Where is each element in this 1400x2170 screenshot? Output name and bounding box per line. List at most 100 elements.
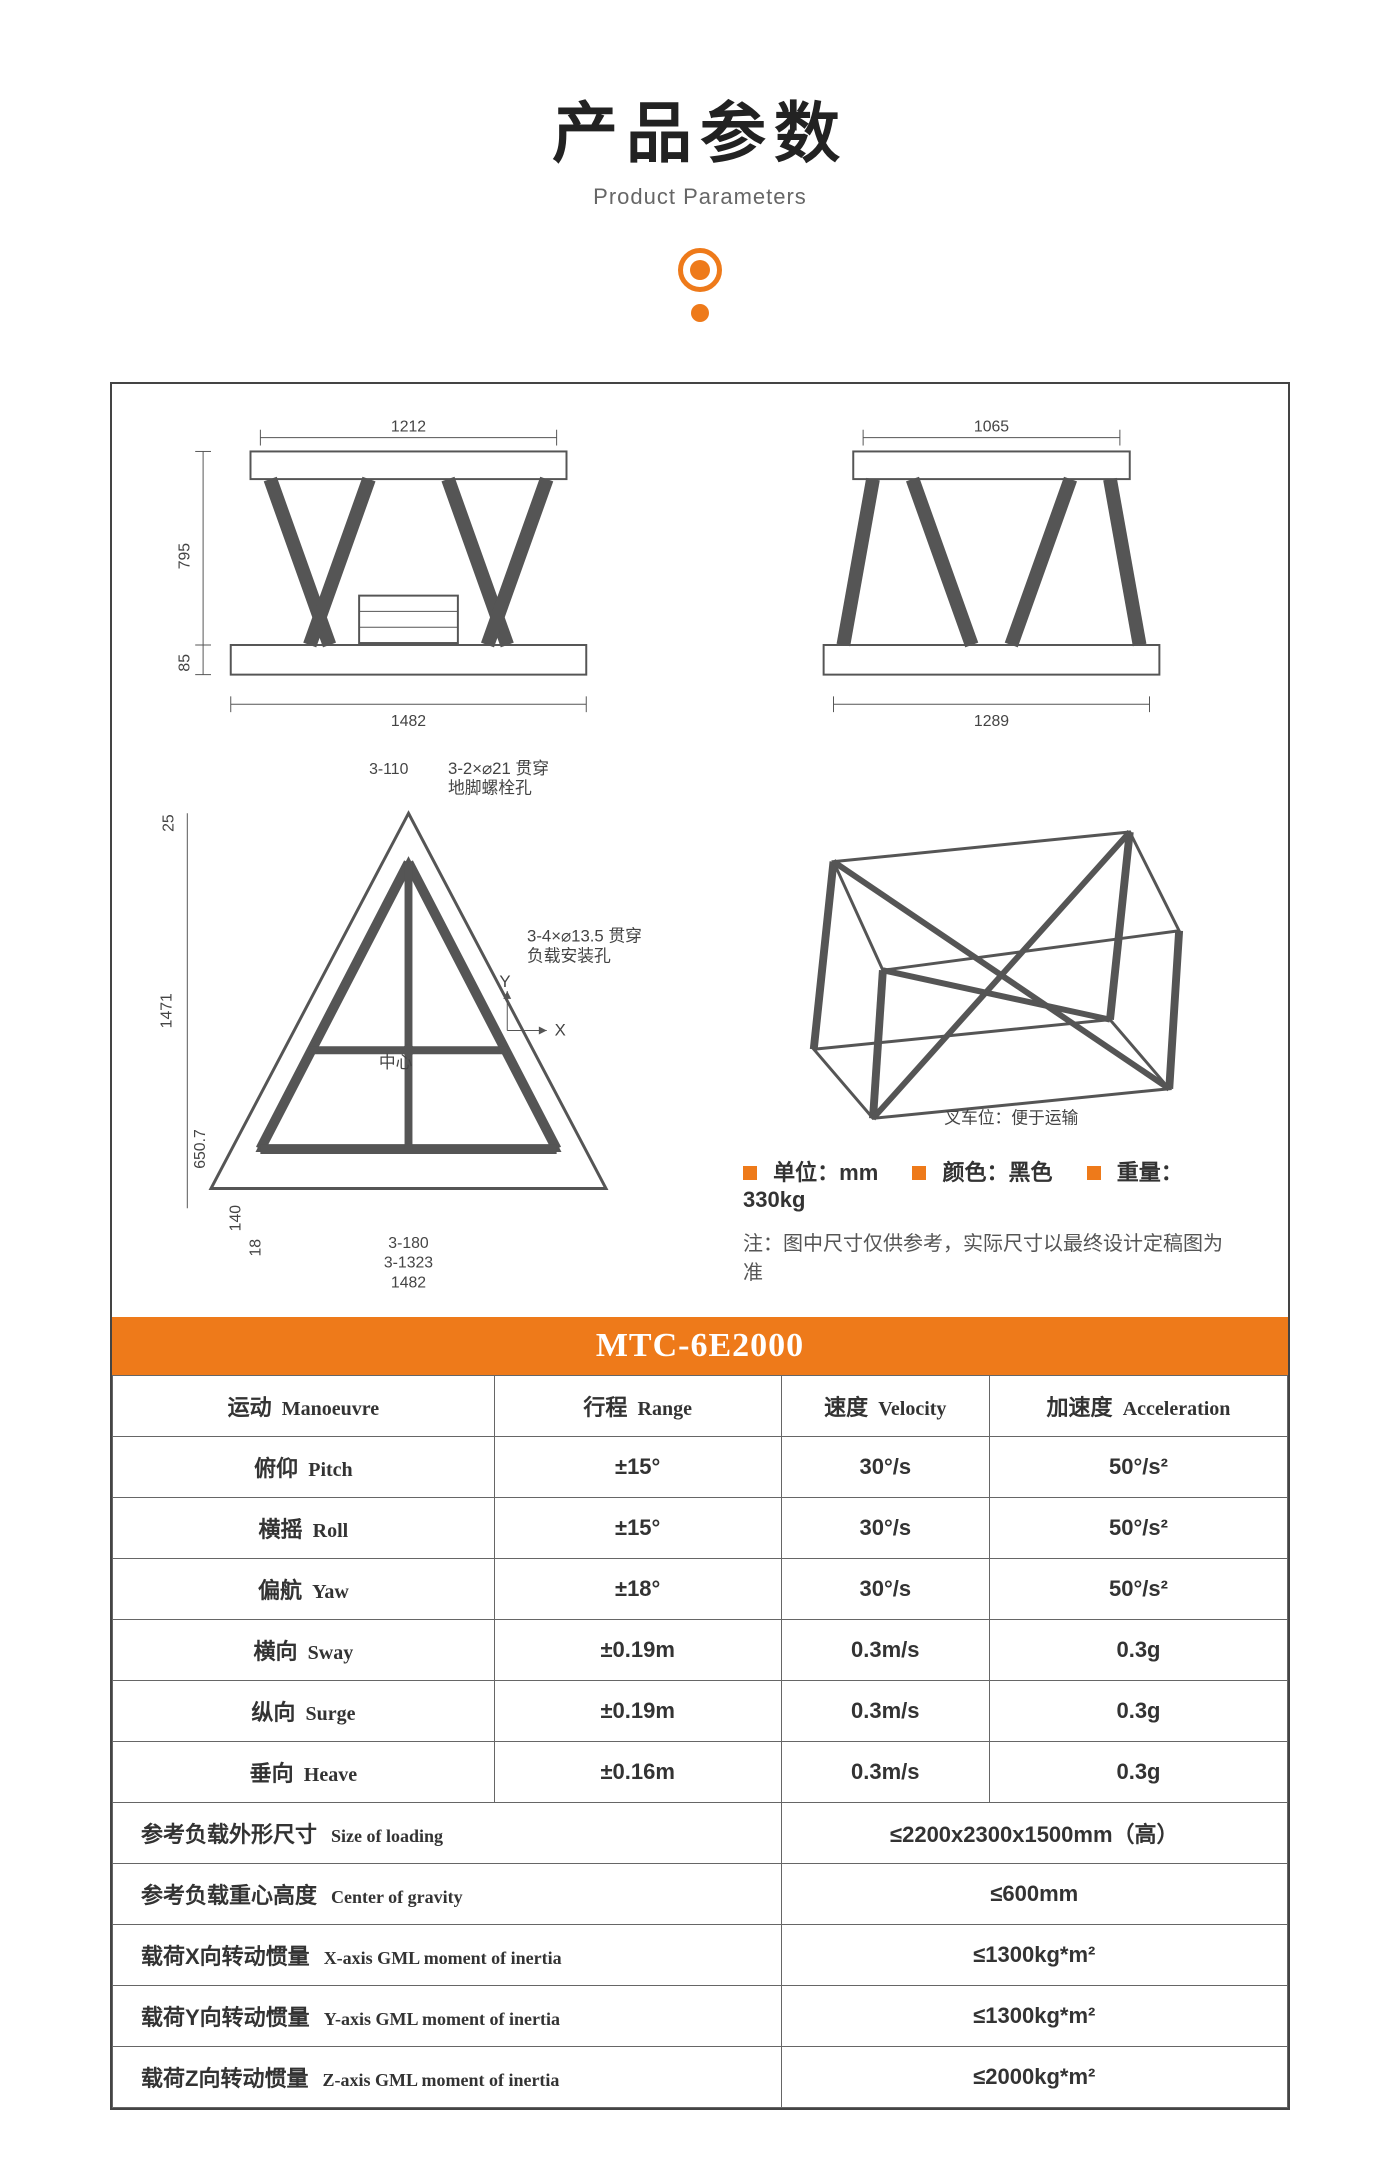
drawing-front-view: 1212 795 85 bbox=[132, 408, 685, 734]
velocity-cell: 0.3m/s bbox=[781, 1680, 989, 1741]
extra-cn: 参考负载重心高度 bbox=[141, 1883, 317, 1908]
title-cn: 产品参数 bbox=[110, 80, 1290, 176]
extra-en: Center of gravity bbox=[331, 1887, 463, 1907]
table-row: 参考负载外形尺寸Size of loading≤2200x2300x1500mm… bbox=[113, 1802, 1288, 1863]
extra-value: ≤1300kg*m² bbox=[781, 1924, 1287, 1985]
svg-text:25: 25 bbox=[160, 814, 177, 832]
legend-unit-value: mm bbox=[839, 1160, 878, 1185]
svg-text:1212: 1212 bbox=[391, 419, 426, 436]
svg-text:650.7: 650.7 bbox=[192, 1129, 209, 1169]
table-row: 载荷Y向转动惯量Y-axis GML moment of inertia≤130… bbox=[113, 1985, 1288, 2046]
motion-cn: 纵向 bbox=[251, 1700, 295, 1725]
svg-text:1289: 1289 bbox=[974, 713, 1009, 730]
svg-text:1482: 1482 bbox=[391, 713, 426, 730]
table-row: 横向 Sway±0.19m0.3m/s0.3g bbox=[113, 1619, 1288, 1680]
hdr-manoeuvre-cn: 运动 bbox=[228, 1395, 272, 1420]
svg-text:795: 795 bbox=[176, 543, 193, 570]
legend-weight-label: 重量： bbox=[1117, 1160, 1183, 1185]
table-row: 横摇 Roll ±15°30°/s50°/s² bbox=[113, 1497, 1288, 1558]
extra-value: ≤1300kg*m² bbox=[781, 1985, 1287, 2046]
legend: 单位：mm 颜色：黑色 重量： 330kg 注：图中尺寸仅供参考，实际尺寸以最终设… bbox=[715, 1147, 1268, 1307]
motion-en: Yaw bbox=[312, 1581, 349, 1603]
accel-cell: 50°/s² bbox=[989, 1558, 1287, 1619]
drawing-top-view: 3-110 3-2×⌀21 贯穿 地脚螺栓孔 25 1471 650.7 bbox=[132, 754, 685, 1307]
motion-cn: 垂向 bbox=[250, 1761, 294, 1786]
spec-header-row: 运动 Manoeuvre 行程 Range 速度 Velocity 加速度 Ac… bbox=[113, 1375, 1288, 1436]
velocity-cell: 0.3m/s bbox=[781, 1619, 989, 1680]
legend-weight-value: 330kg bbox=[743, 1187, 805, 1212]
range-cell: ±15° bbox=[494, 1497, 781, 1558]
velocity-cell: 30°/s bbox=[781, 1436, 989, 1497]
svg-text:叉车位：便于运输: 叉车位：便于运输 bbox=[944, 1108, 1078, 1127]
hdr-manoeuvre-en: Manoeuvre bbox=[282, 1398, 379, 1420]
accel-cell: 0.3g bbox=[989, 1619, 1287, 1680]
hdr-range-cn: 行程 bbox=[583, 1395, 627, 1420]
svg-text:3-4×⌀13.5 贯穿: 3-4×⌀13.5 贯穿 bbox=[527, 927, 642, 946]
motion-en: Pitch bbox=[308, 1459, 352, 1481]
table-row: 俯仰 Pitch±15°30°/s50°/s² bbox=[113, 1436, 1288, 1497]
velocity-cell: 30°/s bbox=[781, 1558, 989, 1619]
svg-text:1065: 1065 bbox=[974, 419, 1009, 436]
hdr-velocity-cn: 速度 bbox=[824, 1395, 868, 1420]
table-row: 载荷Z向转动惯量 Z-axis GML moment of inertia ≤200… bbox=[113, 2046, 1288, 2107]
svg-text:18: 18 bbox=[247, 1239, 264, 1257]
svg-text:3-1323: 3-1323 bbox=[384, 1254, 433, 1271]
extra-en: X-axis GML moment of inertia bbox=[324, 1948, 562, 1968]
svg-text:3-2×⌀21 贯穿: 3-2×⌀21 贯穿 bbox=[448, 759, 549, 778]
motion-cn: 偏航 bbox=[258, 1578, 302, 1603]
content-frame: 1212 795 85 bbox=[110, 382, 1290, 2110]
extra-en: Size of loading bbox=[331, 1826, 443, 1846]
table-row: 偏航 Yaw ±18°30°/s50°/s² bbox=[113, 1558, 1288, 1619]
range-cell: ±0.19m bbox=[494, 1680, 781, 1741]
extra-cn: 参考负载外形尺寸 bbox=[141, 1822, 317, 1847]
legend-square-icon bbox=[912, 1166, 926, 1180]
legend-color-value: 黑色 bbox=[1009, 1160, 1053, 1185]
svg-text:85: 85 bbox=[176, 654, 193, 672]
svg-text:1482: 1482 bbox=[391, 1274, 426, 1291]
drawing-iso-view: 叉车位：便于运输 单位：mm 颜色：黑色 重量： 330kg 注：图中尺寸仅供参考… bbox=[715, 754, 1268, 1307]
motion-en: Roll bbox=[313, 1520, 349, 1542]
svg-text:中心: 中心 bbox=[379, 1053, 413, 1072]
svg-text:1471: 1471 bbox=[159, 993, 176, 1028]
motion-cn: 横摇 bbox=[259, 1517, 303, 1542]
hdr-velocity-en: Velocity bbox=[878, 1398, 946, 1420]
page-header: 产品参数 Product Parameters bbox=[110, 80, 1290, 322]
extra-en: Z-axis GML moment of inertia bbox=[322, 2070, 559, 2090]
accel-cell: 50°/s² bbox=[989, 1497, 1287, 1558]
hdr-accel-cn: 加速度 bbox=[1047, 1395, 1113, 1420]
table-row: 纵向 Surge±0.19m0.3m/s0.3g bbox=[113, 1680, 1288, 1741]
extra-cn: 载荷Z向转动惯量 bbox=[141, 2066, 308, 2091]
svg-text:负载安装孔: 负载安装孔 bbox=[527, 946, 611, 965]
legend-color-label: 颜色： bbox=[943, 1160, 1009, 1185]
legend-square-icon bbox=[743, 1166, 757, 1180]
spec-table: 运动 Manoeuvre 行程 Range 速度 Velocity 加速度 Ac… bbox=[112, 1375, 1288, 2108]
range-cell: ±18° bbox=[494, 1558, 781, 1619]
range-cell: ±0.16m bbox=[494, 1741, 781, 1802]
motion-en: Heave bbox=[304, 1764, 357, 1786]
motion-cn: 横向 bbox=[254, 1639, 298, 1664]
legend-square-icon bbox=[1087, 1166, 1101, 1180]
hdr-accel-en: Acceleration bbox=[1123, 1398, 1231, 1420]
extra-value: ≤2000kg*m² bbox=[781, 2046, 1287, 2107]
model-name-bar: MTC-6E2000 bbox=[112, 1317, 1288, 1375]
accel-cell: 0.3g bbox=[989, 1741, 1287, 1802]
table-row: 垂向 Heave±0.16m0.3m/s0.3g bbox=[113, 1741, 1288, 1802]
svg-text:Y: Y bbox=[499, 972, 510, 991]
extra-cn: 载荷X向转动惯量 bbox=[141, 1944, 310, 1969]
velocity-cell: 30°/s bbox=[781, 1497, 989, 1558]
extra-value: ≤600mm bbox=[781, 1863, 1287, 1924]
svg-text:3-110: 3-110 bbox=[369, 761, 408, 778]
technical-drawings: 1212 795 85 bbox=[112, 384, 1288, 1317]
motion-cn: 俯仰 bbox=[254, 1456, 298, 1481]
hdr-range-en: Range bbox=[638, 1398, 692, 1420]
legend-unit-label: 单位： bbox=[773, 1160, 839, 1185]
motion-en: Sway bbox=[308, 1642, 354, 1664]
legend-note: 注：图中尺寸仅供参考，实际尺寸以最终设计定稿图为准 bbox=[743, 1227, 1240, 1285]
title-en: Product Parameters bbox=[110, 184, 1290, 210]
svg-text:X: X bbox=[555, 1020, 566, 1039]
svg-text:3-180: 3-180 bbox=[388, 1235, 429, 1252]
decorative-bullseye-icon bbox=[670, 248, 730, 322]
svg-text:140: 140 bbox=[228, 1205, 245, 1232]
table-row: 参考负载重心高度 Center of gravity ≤600mm bbox=[113, 1863, 1288, 1924]
accel-cell: 0.3g bbox=[989, 1680, 1287, 1741]
